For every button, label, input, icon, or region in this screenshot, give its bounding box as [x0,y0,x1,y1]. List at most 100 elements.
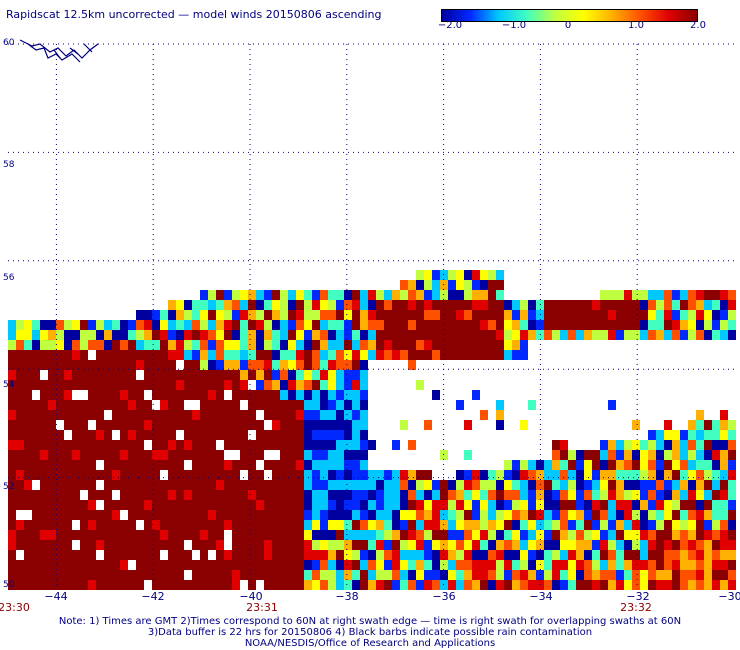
wind-cell [232,290,240,300]
wind-cell [328,350,336,360]
wind-cell [464,510,472,520]
wind-cell [720,310,728,320]
wind-cell [24,330,32,340]
wind-cell [128,420,136,430]
wind-cell [560,540,568,550]
wind-cell [616,570,624,580]
wind-cell [616,450,624,460]
wind-cell [72,350,80,360]
wind-cell [8,510,16,520]
wind-cell [88,450,96,460]
wind-cell [384,300,392,310]
wind-cell [88,490,96,500]
wind-cell [160,310,168,320]
wind-cell [488,500,496,510]
wind-cell [696,500,704,510]
wind-cell [24,560,32,570]
wind-cell [616,470,624,480]
wind-cell [728,480,736,490]
wind-cell [304,550,312,560]
wind-cell [184,340,192,350]
wind-cell [160,360,168,370]
wind-cell [352,550,360,560]
wind-cell [656,550,664,560]
wind-cell [184,540,192,550]
wind-cell [400,490,408,500]
wind-cell [424,420,432,430]
wind-cell [656,320,664,330]
wind-cell [160,380,168,390]
data-cells [8,270,736,590]
wind-cell [112,340,120,350]
wind-cell [168,300,176,310]
wind-cell [672,310,680,320]
wind-cell [552,300,560,310]
wind-cell [64,520,72,530]
wind-cell [728,430,736,440]
wind-cell [152,490,160,500]
wind-cell [480,310,488,320]
wind-cell [320,500,328,510]
wind-cell [352,440,360,450]
wind-cell [352,480,360,490]
wind-cell [16,490,24,500]
wind-cell [576,510,584,520]
wind-cell [128,530,136,540]
wind-cell [584,500,592,510]
wind-cell [696,460,704,470]
wind-cell [264,560,272,570]
wind-cell [240,410,248,420]
wind-cell [720,450,728,460]
wind-cell [16,440,24,450]
wind-cell [616,490,624,500]
wind-cell [464,470,472,480]
wind-cell [336,570,344,580]
wind-cell [640,490,648,500]
wind-cell [704,560,712,570]
wind-cell [40,350,48,360]
wind-cell [424,580,432,590]
wind-cell [96,500,104,510]
wind-cell [336,320,344,330]
wind-cell [184,380,192,390]
wind-cell [32,320,40,330]
wind-cell [624,440,632,450]
wind-cell [184,480,192,490]
wind-cell [192,490,200,500]
wind-cell [304,490,312,500]
wind-cell [696,430,704,440]
wind-cell [320,530,328,540]
wind-cell [472,520,480,530]
wind-cell [40,320,48,330]
wind-cell [448,340,456,350]
wind-cell [680,310,688,320]
wind-cell [56,520,64,530]
wind-cell [16,390,24,400]
wind-cell [64,430,72,440]
wind-cell [192,460,200,470]
wind-cell [208,530,216,540]
wind-cell [552,480,560,490]
wind-cell [624,580,632,590]
wind-cell [272,510,280,520]
wind-cell [24,410,32,420]
wind-cell [376,290,384,300]
wind-cell [272,460,280,470]
wind-cell [544,540,552,550]
wind-cell [24,450,32,460]
wind-cell [240,290,248,300]
wind-cell [224,310,232,320]
wind-cell [528,490,536,500]
wind-cell [80,560,88,570]
wind-cell [464,530,472,540]
wind-cell [96,580,104,590]
wind-cell [688,550,696,560]
wind-cell [376,480,384,490]
wind-cell [136,430,144,440]
wind-cell [96,570,104,580]
wind-cell [520,470,528,480]
wind-cell [472,470,480,480]
wind-cell [464,450,472,460]
wind-cell [616,300,624,310]
wind-cell [216,340,224,350]
